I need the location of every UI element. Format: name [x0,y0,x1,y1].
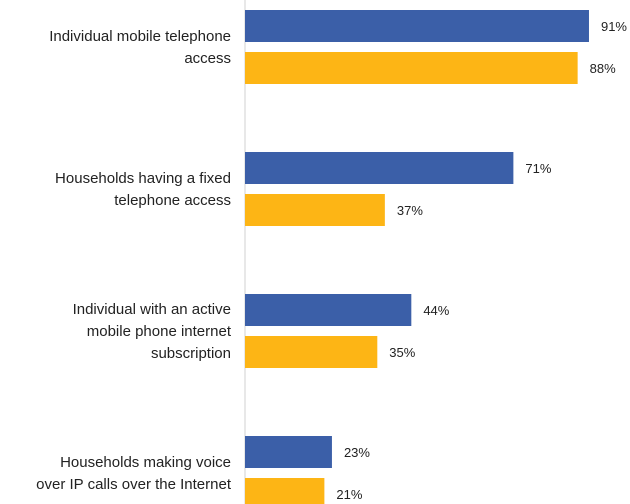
category-label: mobile phone internet [87,323,232,340]
bar [245,152,514,184]
data-label: 71% [525,161,551,176]
data-label: 21% [336,487,362,502]
category-label: Households having a fixed [55,170,231,187]
category-label: over IP calls over the Internet [36,476,232,493]
data-label: 37% [397,203,423,218]
bar [245,10,589,42]
data-label: 23% [344,445,370,460]
data-label: 88% [590,61,616,76]
data-label: 35% [389,345,415,360]
category-label: subscription [151,345,231,362]
category-label: telephone access [114,192,231,209]
bar [245,294,412,326]
data-label: 44% [423,303,449,318]
bar [245,336,378,368]
bar [245,52,578,84]
bars-group [245,10,589,504]
labels-group: Individual mobile telephone access 91% 88% H… [36,19,627,502]
bar [245,194,385,226]
category-label: Individual with an active [73,301,231,318]
bar [245,436,332,468]
bar [245,478,325,504]
category-label: Households making voice [60,454,231,471]
data-label: 91% [601,19,627,34]
category-label: access [184,50,231,67]
category-label: Individual mobile telephone [49,28,231,45]
